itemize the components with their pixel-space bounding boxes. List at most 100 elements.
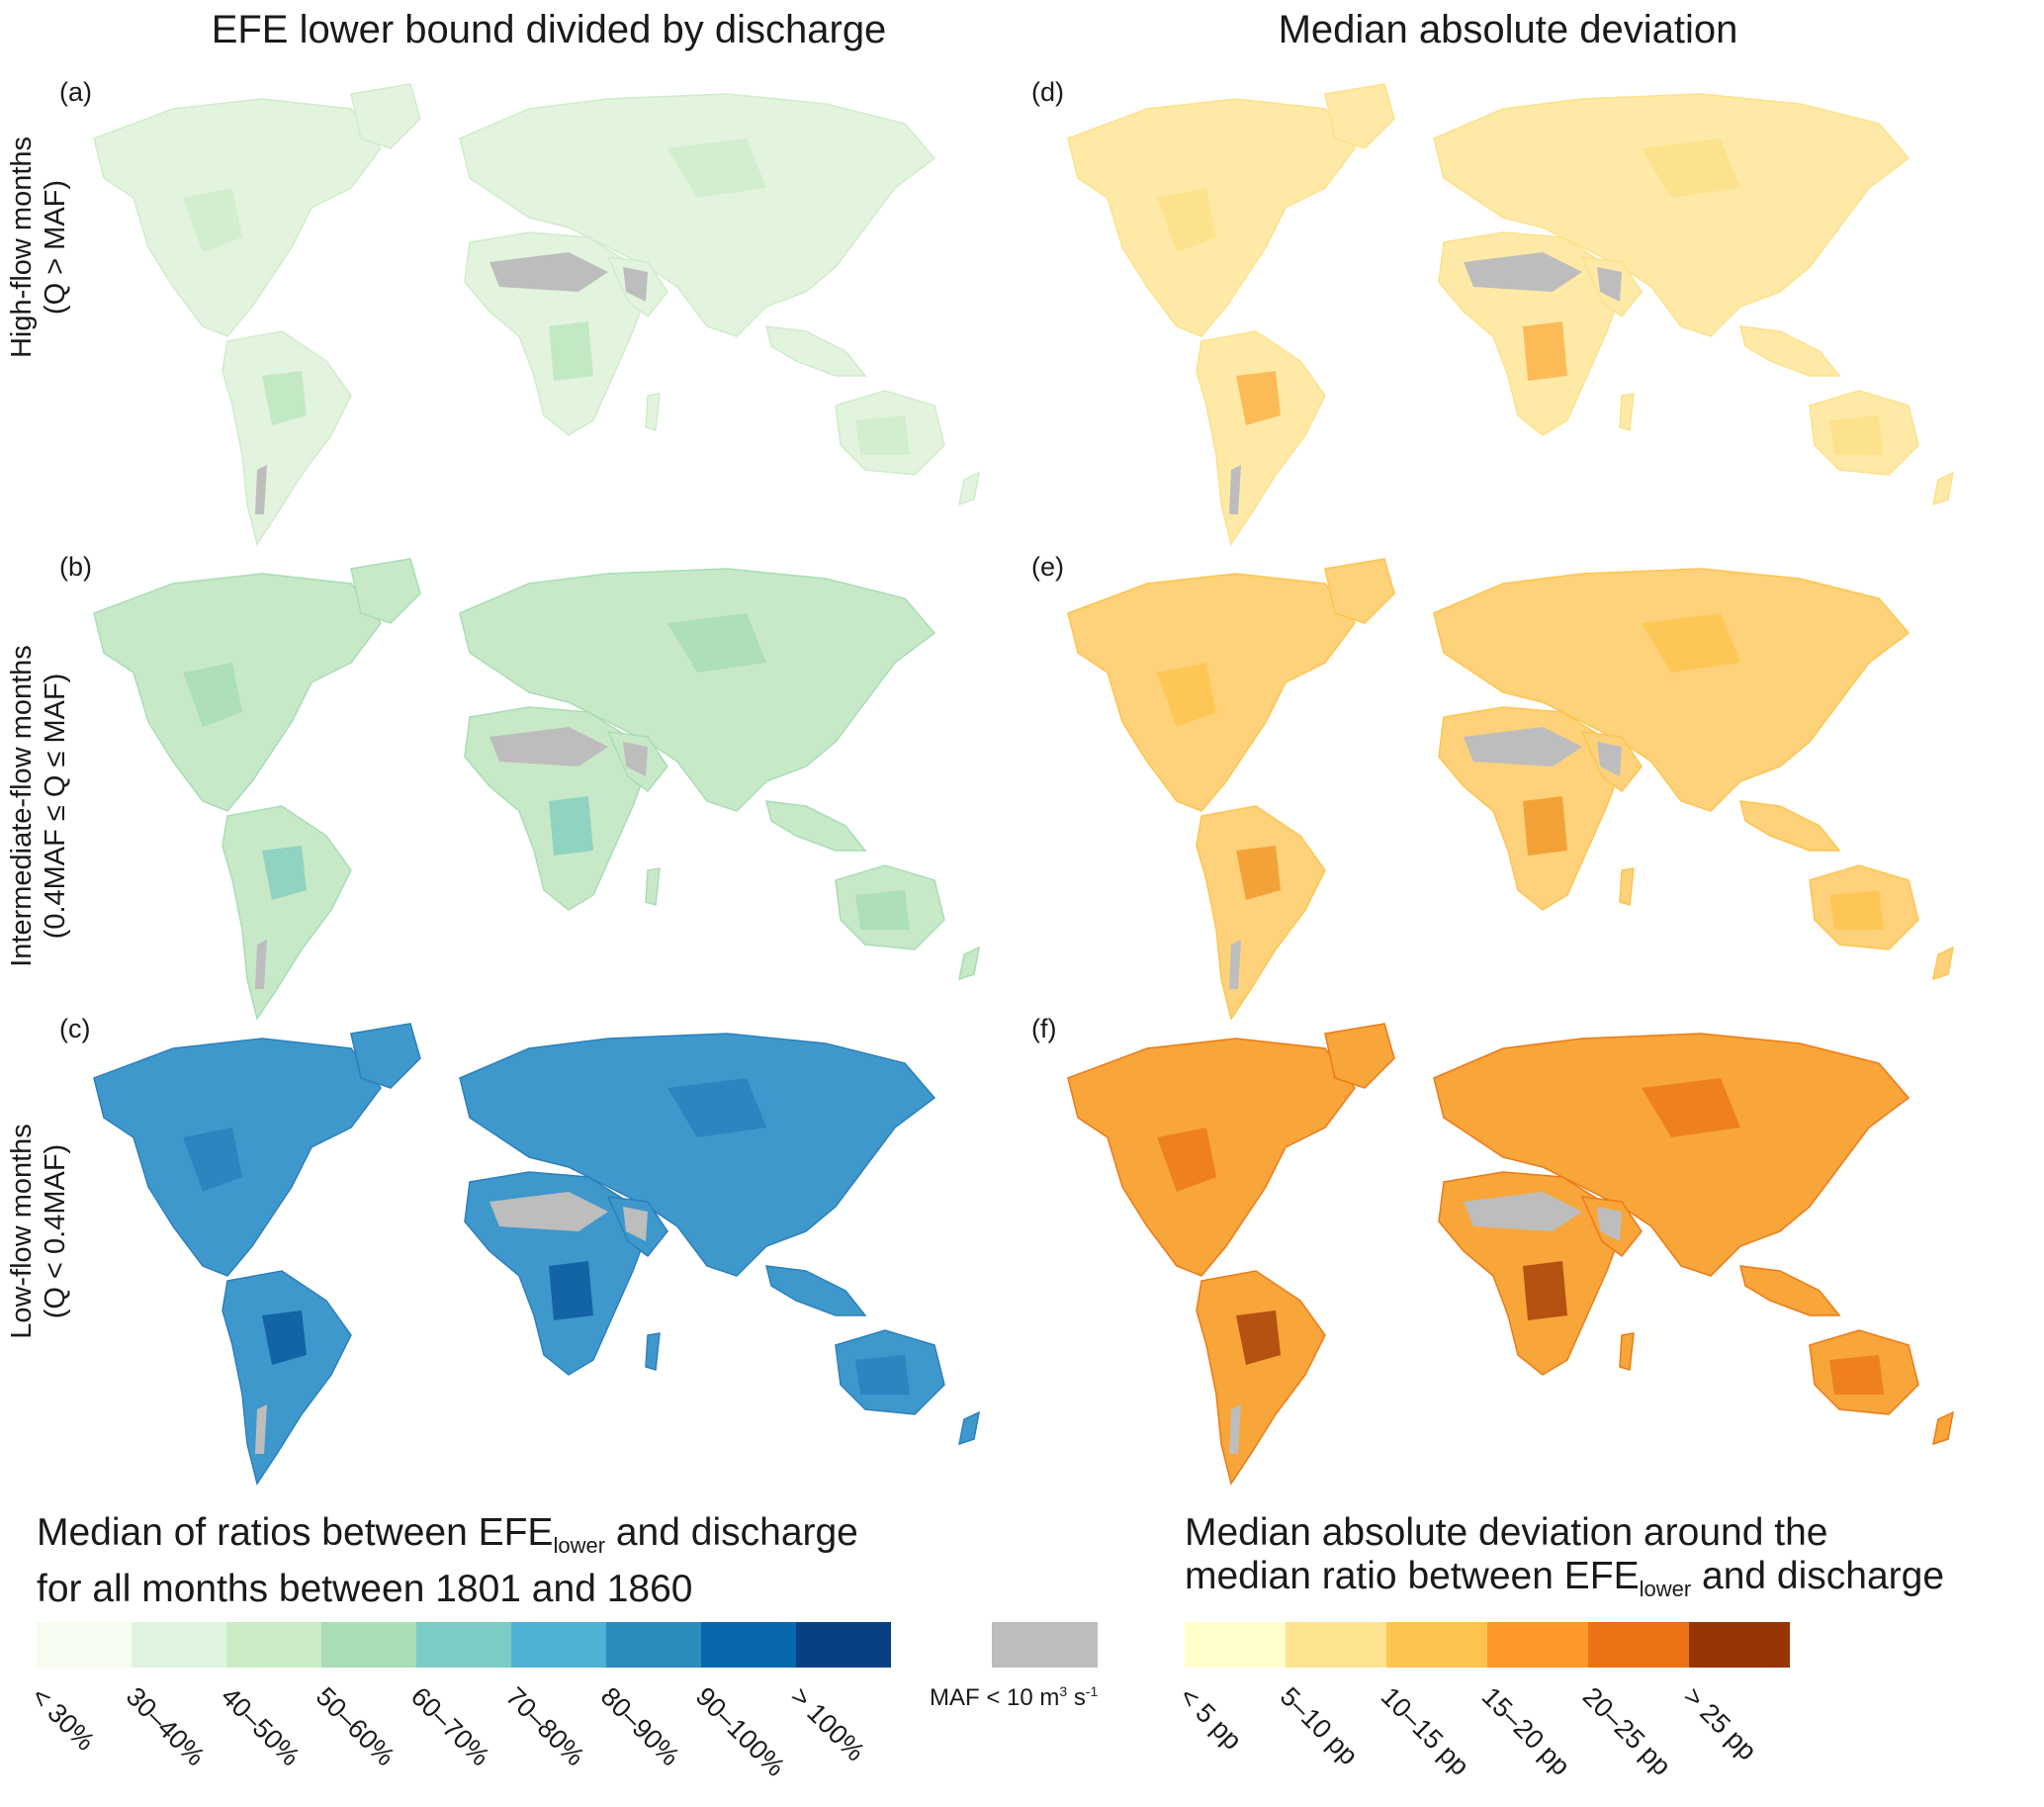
landmass-south-america: [222, 330, 352, 546]
low-maf-region: [1597, 742, 1622, 776]
left-legend-swatch-4: [416, 1622, 511, 1668]
panel-label-f: (f): [1031, 1014, 1057, 1043]
left-legend-title-text-b: and discharge: [605, 1511, 858, 1554]
right-legend-title-subscript: lower: [1639, 1577, 1692, 1601]
class-region: [262, 846, 307, 900]
right-legend-tick-label-3: 15–20 pp: [1475, 1681, 1576, 1781]
class-region: [1523, 321, 1567, 381]
low-maf-region: [255, 940, 267, 989]
class-region: [1642, 1078, 1740, 1137]
landmass-southeast-asia: [1739, 800, 1841, 852]
low-maf-region: [489, 1192, 608, 1231]
right-column-title: Median absolute deviation: [1278, 8, 1738, 51]
left-column-title: EFE lower bound divided by discharge: [211, 8, 887, 51]
right-legend-swatch-3: [1487, 1622, 1588, 1668]
left-legend-title-line2: for all months between 1801 and 1860: [37, 1568, 693, 1610]
row-label-high-flow-line1: High-flow months: [6, 136, 38, 359]
panel-label-e: (e): [1031, 552, 1064, 582]
landmass-south-america: [1196, 805, 1326, 1021]
landmass-south-america: [1196, 330, 1326, 546]
right-legend-tick-label-2: 10–15 pp: [1375, 1681, 1475, 1781]
panel-label-a: (a): [59, 77, 92, 107]
class-region: [667, 1078, 766, 1137]
landmass-madagascar: [1619, 393, 1635, 431]
landmass-madagascar: [1619, 867, 1635, 906]
landmass-greenland: [1324, 1023, 1395, 1089]
landmass-greenland: [1324, 558, 1395, 624]
right-legend-swatch-4: [1588, 1622, 1689, 1668]
landmass-madagascar: [645, 867, 661, 906]
class-region: [1523, 796, 1567, 856]
maf-label-text-a: MAF < 10 m: [930, 1684, 1060, 1711]
landmass-greenland: [1324, 83, 1395, 149]
left-legend-title-line1: Median of ratios between EFElower and di…: [37, 1511, 858, 1568]
panel-label-c: (c): [59, 1014, 91, 1043]
landmass-south-america: [1196, 1270, 1326, 1486]
landmass-madagascar: [1619, 1332, 1635, 1371]
landmass-europe-asia: [459, 568, 936, 812]
maf-label-sup2: -1: [1085, 1683, 1099, 1699]
map-panel-b: [93, 558, 981, 1021]
left-legend-tick-label-6: 80–90%: [594, 1681, 686, 1772]
landmass-madagascar: [645, 393, 661, 431]
row-label-intermediate-flow-line1: Intermediate-flow months: [6, 645, 38, 967]
map-panel-e: [1067, 558, 1955, 1021]
landmass-southeast-asia: [1739, 325, 1841, 377]
low-maf-region: [1597, 1207, 1622, 1241]
landmass-greenland: [350, 83, 421, 149]
landmass-southeast-asia: [765, 1265, 867, 1316]
class-region: [262, 371, 307, 425]
right-legend-title-text-a: median ratio between EFE: [1185, 1555, 1640, 1597]
class-region: [549, 796, 593, 856]
right-legend-swatch-2: [1386, 1622, 1487, 1668]
right-legend-tick-label-0: < 5 pp: [1173, 1681, 1248, 1756]
left-legend-title-subscript: lower: [553, 1533, 606, 1558]
left-legend-tick-label-5: 70–80%: [499, 1681, 591, 1772]
low-maf-region: [1464, 1192, 1582, 1231]
low-maf-region: [1229, 465, 1241, 514]
left-legend-swatch-0: [37, 1622, 132, 1668]
row-label-low-flow-line1: Low-flow months: [6, 1124, 38, 1339]
right-legend-tick-label-1: 5–10 pp: [1274, 1681, 1365, 1771]
low-maf-region: [255, 1404, 267, 1454]
low-maf-region: [1464, 727, 1582, 767]
class-region: [549, 321, 593, 381]
map-panel-f: [1067, 1023, 1955, 1486]
class-region: [183, 1128, 242, 1192]
landmass-greenland: [350, 558, 421, 624]
maf-label-text-b: s: [1067, 1684, 1086, 1711]
left-legend-title: Median of ratios between EFElower and di…: [37, 1511, 858, 1611]
landmass-europe-asia: [1433, 568, 1911, 812]
panel-label-d: (d): [1031, 77, 1064, 107]
right-legend-title-text-b: and discharge: [1691, 1555, 1945, 1597]
landmass-europe-asia: [1433, 93, 1911, 337]
left-legend-swatch-2: [226, 1622, 321, 1668]
right-legend-title-line2: median ratio between EFElower and discha…: [1185, 1555, 1944, 1611]
class-region: [1236, 846, 1281, 900]
landmass-new-zealand: [1932, 946, 1955, 981]
low-maf-region: [1464, 252, 1582, 292]
low-maf-region: [489, 727, 608, 767]
map-panel-a: [93, 83, 981, 546]
class-region: [183, 188, 242, 252]
landmass-europe-asia: [459, 1033, 936, 1277]
low-maf-region: [255, 465, 267, 514]
low-maf-region: [489, 252, 608, 292]
left-legend-tick-label-7: 90–100%: [689, 1681, 791, 1782]
right-legend-tick-label-4: 20–25 pp: [1576, 1681, 1677, 1781]
left-legend-swatch-8: [796, 1622, 891, 1668]
maf-label: MAF < 10 m3 s-1: [930, 1683, 1098, 1712]
map-panel-c: [93, 1023, 981, 1486]
left-legend-swatch-6: [606, 1622, 701, 1668]
landmass-new-zealand: [958, 1410, 981, 1446]
maf-swatch: [992, 1622, 1098, 1668]
class-region: [855, 890, 910, 930]
low-maf-region: [623, 267, 648, 302]
landmass-new-zealand: [958, 946, 981, 981]
landmass-greenland: [350, 1023, 421, 1089]
class-region: [855, 1355, 910, 1395]
landmass-new-zealand: [1932, 471, 1955, 506]
class-region: [1236, 371, 1281, 425]
landmass-south-america: [222, 805, 352, 1021]
landmass-europe-asia: [459, 93, 936, 337]
